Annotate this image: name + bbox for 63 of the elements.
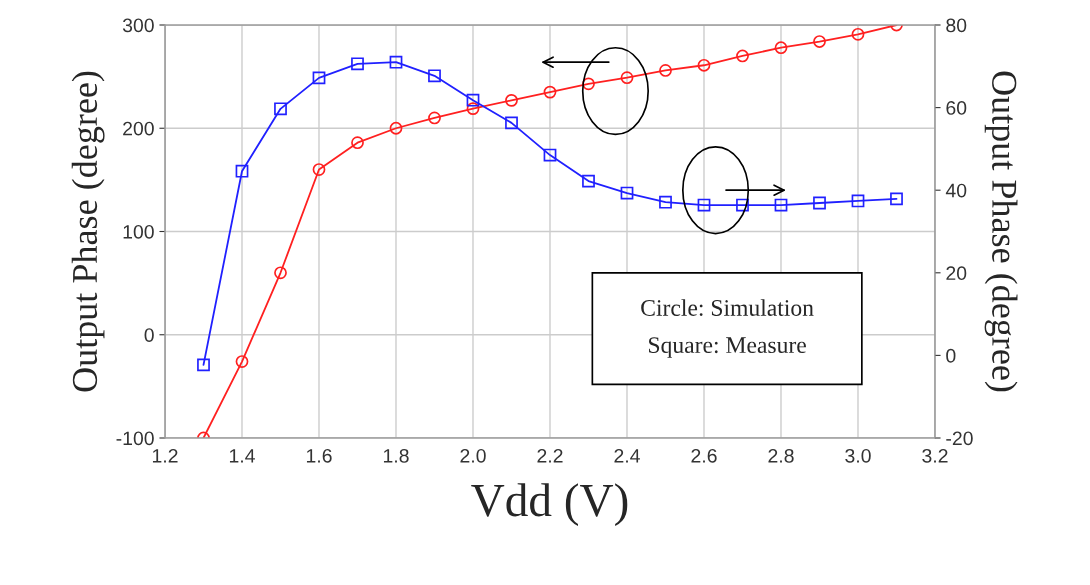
y-axis-title: Output Phase (degree): [71, 71, 105, 392]
x-tick-label: 1.4: [229, 449, 255, 463]
point: [543, 85, 557, 99]
point: [274, 102, 287, 116]
x-tick-label: 2.8: [768, 448, 794, 463]
point: [505, 93, 518, 107]
point: [774, 41, 788, 55]
point: [659, 64, 672, 77]
x-tick-label: 2.6: [691, 448, 717, 463]
point: [312, 163, 326, 176]
point: [697, 198, 711, 212]
point: [428, 111, 441, 125]
point: [813, 196, 826, 210]
y-tick-label: -100: [116, 431, 154, 446]
y2-tick-label: -20: [946, 431, 973, 446]
y2-axis-title: Output Phase (degree): [984, 71, 1018, 392]
x-tick-label: 3.2: [922, 448, 948, 463]
point: [890, 192, 903, 206]
point: [620, 71, 634, 85]
point: [582, 77, 595, 91]
annotation: Circle: Simulation: [641, 299, 814, 316]
point: [736, 198, 749, 212]
point: [736, 49, 749, 63]
x-tick-label: 1.6: [306, 448, 332, 463]
point: [466, 93, 480, 107]
point: [813, 35, 826, 48]
point: [428, 69, 441, 83]
point: [851, 194, 865, 208]
x-tick-label: 2.4: [614, 448, 640, 463]
point: [389, 55, 403, 69]
y-tick-label: 200: [123, 121, 154, 136]
point: [389, 121, 403, 135]
point: [851, 27, 865, 41]
point: [235, 164, 249, 178]
y2-tick-label: 20: [946, 266, 967, 281]
y-tick-label: 0: [144, 328, 154, 342]
point: [505, 116, 518, 130]
x-tick-label: 2.0: [460, 448, 486, 463]
point: [620, 186, 634, 200]
x-tick-label: 1.2: [152, 448, 178, 463]
x-tick-label: 2.2: [537, 448, 563, 463]
point: [351, 57, 364, 71]
point: [197, 358, 210, 372]
point: [274, 266, 287, 280]
point: [774, 198, 788, 212]
y-tick-label: 300: [122, 18, 154, 33]
point: [582, 174, 595, 188]
y-tick-label: 100: [123, 224, 154, 239]
y2-tick-label: 40: [945, 183, 967, 198]
point: [466, 102, 480, 116]
y2-tick-label: 60: [946, 101, 967, 115]
x-axis-title: Vdd (V): [471, 483, 628, 527]
annotation: Square: Measure: [649, 337, 806, 358]
point: [351, 136, 364, 150]
point: [659, 195, 672, 209]
x-tick-label: 1.8: [383, 448, 409, 463]
x-tick-label: 3.0: [845, 448, 871, 463]
y2-tick-label: 0: [946, 348, 956, 363]
y2-tick-label: 80: [946, 18, 967, 33]
point: [543, 148, 557, 162]
point: [235, 355, 249, 368]
point: [697, 58, 711, 72]
point: [312, 71, 326, 85]
